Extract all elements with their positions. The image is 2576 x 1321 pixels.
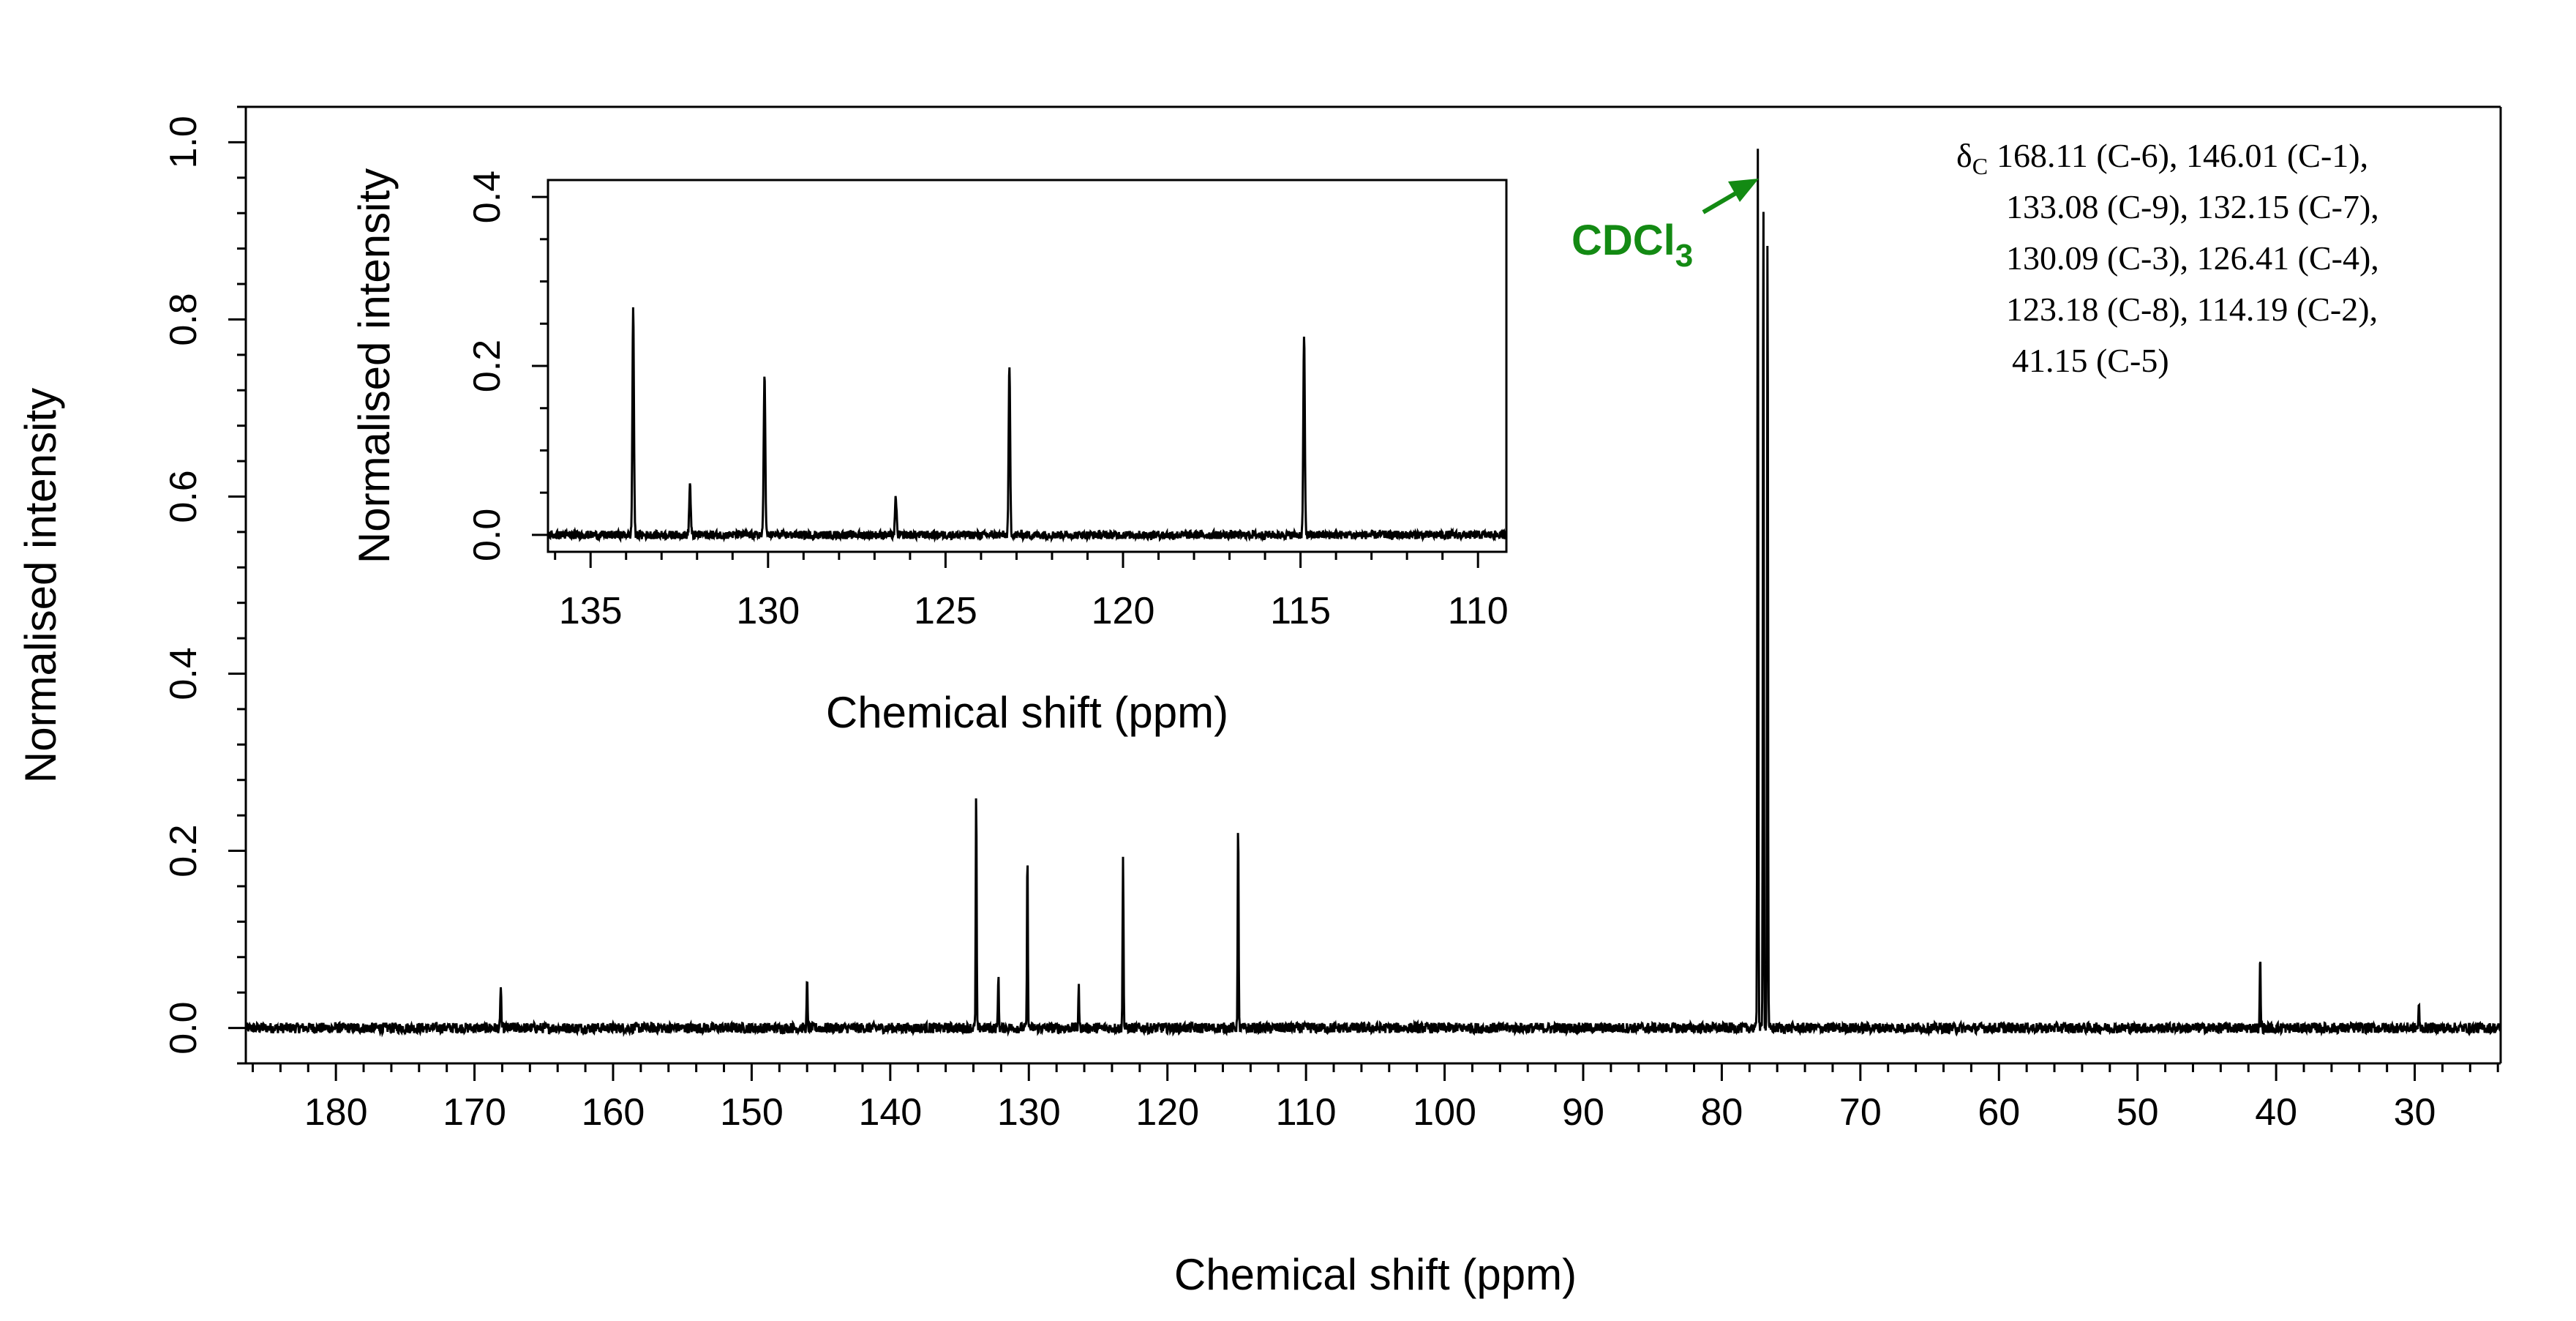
- main-x-tick-label: 40: [2255, 1091, 2297, 1134]
- assignment-annotation: δC 168.11 (C-6), 146.01 (C-1), 133.08 (C-…: [1956, 137, 2379, 379]
- assignment-text-1: 168.11 (C-6), 146.01 (C-1),: [1997, 137, 2368, 174]
- main-y-tick-label: 1.0: [162, 116, 205, 168]
- main-x-tick-label: 70: [1839, 1091, 1882, 1134]
- main-x-tick-label: 50: [2117, 1091, 2159, 1134]
- main-x-tick-label: 60: [1978, 1091, 2020, 1134]
- inset-x-tick-label: 130: [736, 590, 800, 632]
- inset-y-tick-label: 0.4: [466, 171, 508, 223]
- assignment-line-1: δC 168.11 (C-6), 146.01 (C-1),: [1956, 137, 2368, 179]
- inset-y-tick-label: 0.0: [466, 509, 508, 561]
- main-y-ticks: 0.0 0.2 0.4 0.6 0.8 1.0: [162, 105, 246, 1065]
- inset-spectrum-line: [547, 307, 1508, 544]
- main-spectrum-line: [244, 149, 2502, 1038]
- solvent-annotation: CDCl3: [1571, 179, 1759, 274]
- main-y-tick-label: 0.0: [162, 1001, 205, 1054]
- main-x-tick-label: 150: [720, 1091, 784, 1134]
- solvent-arrow-line: [1702, 190, 1740, 214]
- main-y-tick-label: 0.6: [162, 470, 205, 523]
- main-x-tick-label: 120: [1135, 1091, 1199, 1134]
- main-x-tick-label: 30: [2394, 1091, 2436, 1134]
- inset-y-axis-title: Normalised intensity: [350, 168, 399, 564]
- main-x-axis-title: Chemical shift (ppm): [1174, 1250, 1577, 1299]
- solvent-label: CDCl3: [1571, 217, 1693, 274]
- main-y-tick-label: 0.2: [162, 824, 205, 877]
- assignment-line-3: 130.09 (C-3), 126.41 (C-4),: [2006, 239, 2379, 277]
- main-x-tick-label: 110: [1276, 1091, 1337, 1134]
- main-x-tick-label: 100: [1413, 1091, 1476, 1134]
- inset-plot: 135 130 125 120 115 110 0.0 0.2 0.4 Chemical sh…: [350, 168, 1509, 737]
- inset-x-tick-label: 115: [1270, 590, 1331, 632]
- assignment-line-4: 123.18 (C-8), 114.19 (C-2),: [2006, 291, 2378, 328]
- inset-x-tick-label: 110: [1448, 590, 1509, 632]
- solvent-arrow-head: [1728, 179, 1759, 202]
- main-y-tick-label: 0.8: [162, 293, 205, 345]
- solvent-label-subscript: 3: [1675, 238, 1693, 274]
- main-y-axis-title: Normalised intensity: [16, 388, 65, 783]
- inset-frame: [547, 179, 1508, 553]
- inset-y-ticks: 0.0 0.2 0.4: [466, 171, 548, 561]
- main-x-ticks: 180 170 160 150 140 130 120 110 100 90 80 70 60 50 40 3…: [251, 1063, 2499, 1134]
- delta-symbol: δ: [1956, 137, 1972, 174]
- inset-x-ticks: 135 130 125 120 115 110: [554, 552, 1509, 632]
- inset-x-axis-title: Chemical shift (ppm): [826, 688, 1228, 737]
- inset-x-tick-label: 125: [914, 590, 977, 632]
- main-x-tick-label: 170: [443, 1091, 506, 1134]
- main-x-tick-label: 90: [1562, 1091, 1604, 1134]
- inset-x-tick-label: 135: [559, 590, 623, 632]
- main-x-tick-label: 80: [1700, 1091, 1743, 1134]
- assignment-line-5: 41.15 (C-5): [2012, 342, 2169, 379]
- main-plot: 180 170 160 150 140 130 120 110 100 90 80 70 60 50 40 3…: [16, 105, 2502, 1299]
- main-x-tick-label: 140: [858, 1091, 922, 1134]
- main-x-tick-label: 130: [997, 1091, 1061, 1134]
- inset-x-tick-label: 120: [1092, 590, 1155, 632]
- solvent-label-main: CDCl: [1571, 217, 1675, 264]
- delta-subscript: C: [1972, 153, 1988, 179]
- assignment-line-2: 133.08 (C-9), 132.15 (C-7),: [2006, 188, 2379, 225]
- main-y-tick-label: 0.4: [162, 647, 205, 700]
- main-x-tick-label: 180: [304, 1091, 368, 1134]
- inset-y-tick-label: 0.2: [466, 340, 508, 392]
- main-x-tick-label: 160: [582, 1091, 645, 1134]
